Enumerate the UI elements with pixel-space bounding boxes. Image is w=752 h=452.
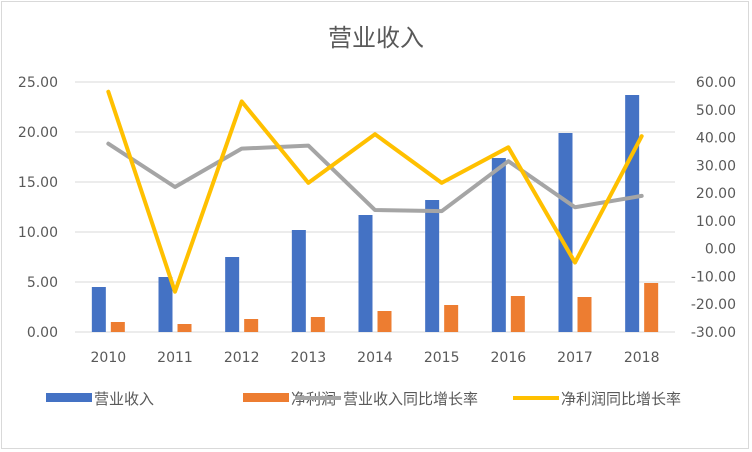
legend-swatch — [243, 393, 289, 402]
left-tick-label: 0.00 — [27, 325, 58, 341]
right-tick-label: -20.00 — [691, 297, 736, 313]
legend: 营业收入净利润营业收入同比增长率净利润同比增长率 — [46, 390, 681, 408]
bar-series — [91, 95, 659, 332]
bar-revenue — [491, 158, 506, 332]
left-tick-label: 15.00 — [18, 175, 58, 191]
bar-net-profit — [377, 311, 392, 332]
right-tick-label: 0.00 — [705, 242, 736, 258]
x-tick-label: 2011 — [157, 350, 193, 366]
right-tick-label: 50.00 — [696, 103, 736, 119]
bar-revenue — [225, 257, 240, 332]
right-axis-ticks: -30.00 -20.00 -10.00 0.00 10.00 20.00 30.00 40.… — [691, 75, 736, 341]
gridlines — [75, 81, 675, 333]
right-tick-label: 20.00 — [696, 186, 736, 202]
left-tick-label: 10.00 — [18, 225, 58, 241]
bar-revenue — [291, 230, 306, 332]
bar-net-profit — [177, 324, 192, 332]
left-tick-label: 5.00 — [27, 275, 58, 291]
x-tick-label: 2016 — [491, 350, 527, 366]
x-tick-label: 2013 — [291, 350, 327, 366]
bar-net-profit — [244, 319, 259, 332]
net-profit-growth-line — [106, 89, 644, 294]
line-series — [106, 89, 644, 294]
revenue-growth-line — [106, 141, 644, 214]
bar-net-profit — [444, 305, 459, 332]
x-tick-label: 2015 — [424, 350, 460, 366]
bar-net-profit — [577, 297, 592, 332]
bar-revenue — [358, 215, 373, 332]
right-tick-label: 40.00 — [696, 131, 736, 147]
right-tick-label: 30.00 — [696, 158, 736, 174]
bar-revenue — [91, 287, 106, 332]
bar-revenue — [558, 133, 573, 332]
bar-revenue — [158, 277, 173, 332]
bar-net-profit — [110, 322, 125, 332]
bar-net-profit — [510, 296, 525, 332]
bar-revenue — [425, 200, 440, 332]
legend-label: 净利润同比增长率 — [561, 390, 681, 408]
x-tick-label: 2012 — [224, 350, 260, 366]
bar-net-profit — [310, 317, 325, 332]
right-tick-label: 10.00 — [696, 214, 736, 230]
x-tick-label: 2014 — [357, 350, 393, 366]
legend-label: 营业收入同比增长率 — [343, 390, 478, 408]
bar-net-profit — [644, 283, 659, 332]
x-tick-label: 2010 — [91, 350, 127, 366]
right-tick-label: 60.00 — [696, 75, 736, 91]
bar-revenue — [625, 95, 640, 332]
left-tick-label: 25.00 — [18, 75, 58, 91]
right-tick-label: -30.00 — [691, 325, 736, 341]
right-tick-label: -10.00 — [691, 269, 736, 285]
legend-swatch — [46, 393, 92, 402]
x-tick-label: 2017 — [557, 350, 593, 366]
left-axis-ticks: 0.00 5.00 10.00 15.00 20.00 25.00 — [18, 75, 58, 341]
chart-title: 营业收入 — [328, 24, 424, 52]
left-tick-label: 20.00 — [18, 125, 58, 141]
legend-label: 营业收入 — [94, 390, 154, 408]
x-tick-label: 2018 — [624, 350, 660, 366]
x-axis-ticks: 2010 2011 2012 2013 2014 2015 2016 2017 2018 — [91, 350, 660, 366]
